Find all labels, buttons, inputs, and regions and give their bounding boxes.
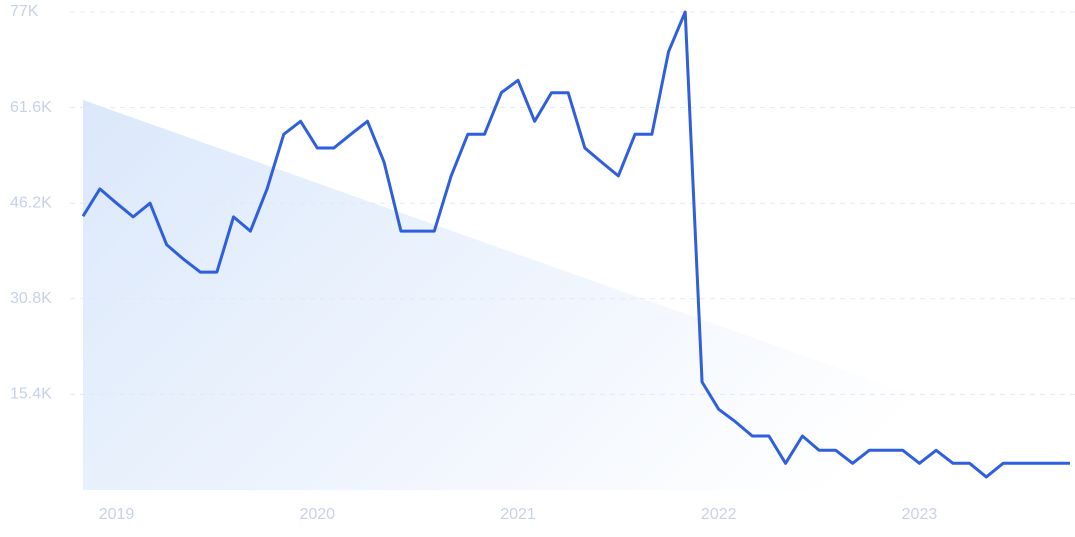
y-tick-label: 30.8K: [10, 290, 52, 307]
x-tick-label: 2023: [902, 506, 938, 523]
y-tick-label: 61.6K: [10, 99, 52, 116]
y-tick-label: 15.4K: [10, 386, 52, 403]
x-tick-label: 2022: [701, 506, 737, 523]
y-tick-label: 77K: [10, 3, 39, 20]
line-series: [81, 10, 1070, 479]
x-tick-label: 2021: [500, 506, 536, 523]
x-tick-label: 2019: [99, 506, 135, 523]
x-tick-label: 2020: [299, 506, 335, 523]
y-tick-label: 46.2K: [10, 194, 52, 211]
background-shape: [83, 100, 1075, 490]
